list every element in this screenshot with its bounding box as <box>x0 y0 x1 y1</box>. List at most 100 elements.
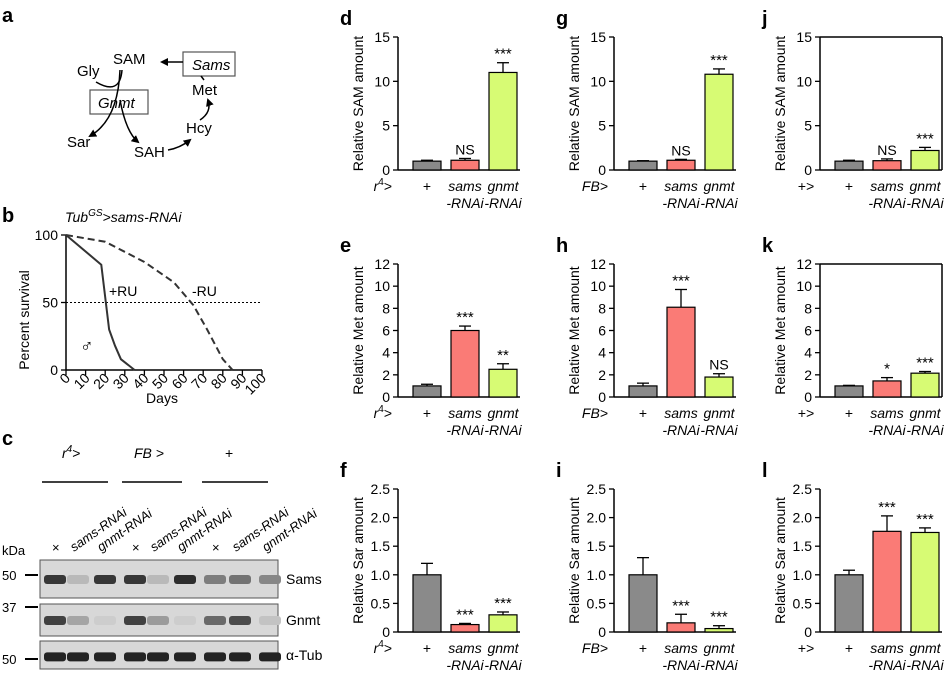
category-label-line: -RNAi <box>662 657 700 673</box>
genotype-main: FB> <box>582 178 608 194</box>
bar <box>834 574 864 633</box>
survival-ytick-label: 50 <box>42 295 58 311</box>
category-label: + <box>639 405 647 421</box>
genotype-label: FB> <box>582 405 608 421</box>
genotype-label: FB> <box>582 640 608 656</box>
group-r4-label: r4> <box>62 444 80 461</box>
ytick-label: 10 <box>796 278 812 294</box>
significance-label: NS <box>671 142 690 158</box>
blot-band <box>259 616 281 625</box>
blot-band <box>94 575 116 584</box>
chart-panel-h: h 0 2 4 6 8 10 12 Relative Met amount *** NS FB> + sa… <box>556 235 739 438</box>
to-sar-arrow <box>88 69 121 137</box>
bar <box>910 372 940 398</box>
category-label: gnmt -RNAi <box>906 178 944 211</box>
node-sam: SAM <box>113 51 146 68</box>
category-label: gnmt -RNAi <box>484 405 522 438</box>
ytick-label: 1.5 <box>587 538 607 554</box>
lane-label: × <box>52 540 60 555</box>
bar <box>910 149 940 171</box>
ytick-label: 12 <box>374 256 390 272</box>
category-label-line: sams <box>448 405 481 421</box>
survival-ytick-label: 100 <box>35 227 59 243</box>
ytick-label: 2.5 <box>371 481 391 497</box>
bar <box>704 73 734 171</box>
blot-band <box>204 652 226 662</box>
ytick-label: 0.5 <box>587 595 607 611</box>
bar <box>628 160 658 171</box>
bar <box>704 627 734 633</box>
bar <box>450 623 480 633</box>
significance-label: *** <box>710 52 728 69</box>
category-label: gnmt -RNAi <box>700 640 738 673</box>
genotype-main: r <box>374 405 380 421</box>
panel-a: a Gly SAM Sams Gnmt Met Sar SAH Hcy <box>2 5 236 161</box>
ytick-label: 2.0 <box>793 510 813 526</box>
blot-band <box>147 652 169 662</box>
category-label: sams -RNAi <box>662 178 700 211</box>
blot-band <box>67 575 89 584</box>
gnmt-enzyme-box <box>89 89 149 115</box>
chart-panel-g: g 0 5 10 15 Relative SAM amount NS *** FB> + sams -… <box>556 8 739 211</box>
lane-label: × <box>132 540 140 555</box>
category-label: gnmt -RNAi <box>700 405 738 438</box>
bar <box>412 574 442 633</box>
ytick-label: 5 <box>804 118 812 134</box>
group1-rest: > <box>72 445 80 461</box>
category-label: sams -RNAi <box>868 178 906 211</box>
category-label-line: -RNAi <box>906 657 944 673</box>
ytick-label: 10 <box>374 278 390 294</box>
ytick-label: 8 <box>804 300 812 316</box>
blot-band <box>259 652 281 662</box>
ytick-label: 4 <box>598 345 606 361</box>
ytick-label: 0 <box>804 162 812 178</box>
category-label-line: + <box>845 178 853 194</box>
category-label: sams -RNAi <box>662 405 700 438</box>
genotype-main: +> <box>798 640 814 656</box>
category-label: + <box>423 178 431 194</box>
met-sams-line <box>200 75 205 81</box>
category-label-line: gnmt <box>909 640 941 656</box>
lane-label: × <box>212 540 220 555</box>
ytick-label: 5 <box>382 118 390 134</box>
chart-panel-l: l 0 0.5 1.0 1.5 2.0 2.5 Relative Sar amount *** *… <box>762 460 945 673</box>
category-label-line: sams <box>448 640 481 656</box>
ytick-label: 0 <box>382 162 390 178</box>
genotype-main: FB> <box>582 405 608 421</box>
category-label-line: sams <box>870 405 903 421</box>
category-label-line: -RNAi <box>700 422 738 438</box>
blot-band <box>229 616 251 625</box>
bar <box>834 385 864 398</box>
ylabel: Relative Met amount <box>772 266 788 395</box>
blot-band <box>229 575 251 584</box>
category-label: sams -RNAi <box>446 178 484 211</box>
category-label-line: + <box>639 640 647 656</box>
genotype-label: r4> <box>374 177 392 194</box>
ytick-label: 4 <box>804 345 812 361</box>
category-label-line: -RNAi <box>484 657 522 673</box>
panel-i-label: i <box>556 460 562 482</box>
category-label-line: sams <box>870 178 903 194</box>
category-label-line: -RNAi <box>906 195 944 211</box>
category-label-line: + <box>845 405 853 421</box>
blot-band <box>147 575 169 584</box>
significance-label: *** <box>494 595 512 612</box>
panel-g-label: g <box>556 8 568 30</box>
ytick-label: 0 <box>804 389 812 405</box>
bar <box>834 160 864 171</box>
category-label-line: -RNAi <box>446 195 484 211</box>
ytick-label: 2 <box>382 367 390 383</box>
category-label: + <box>845 405 853 421</box>
category-label-line: sams <box>870 640 903 656</box>
survival-xtick-label: 100 <box>241 370 269 398</box>
bar <box>872 160 902 171</box>
category-label-line: + <box>423 405 431 421</box>
ytick-label: 0 <box>598 624 606 640</box>
panel-l-label: l <box>762 460 768 482</box>
blot-band <box>67 616 89 625</box>
category-label-line: + <box>845 640 853 656</box>
marker-2-kda: 50 <box>2 652 16 667</box>
ytick-label: 6 <box>382 323 390 339</box>
ytick-label: 0.5 <box>793 595 813 611</box>
